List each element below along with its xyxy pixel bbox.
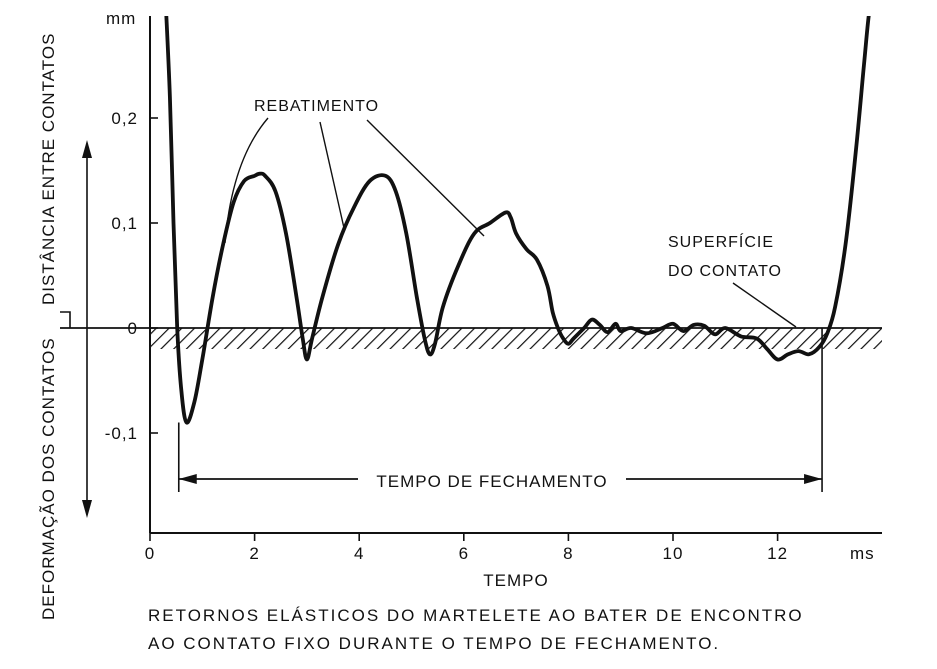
y-arrow-head-up bbox=[82, 140, 92, 158]
rebound-leader-2 bbox=[319, 121, 345, 229]
y-axis-label-lower: DEFORMAÇÃO DOS CONTATOS bbox=[39, 337, 58, 620]
x-tick-label-2: 4 bbox=[354, 544, 364, 563]
y-tick-label-3: -0,1 bbox=[105, 424, 138, 443]
x-tick-label-4: 8 bbox=[563, 544, 573, 563]
closing-time-label: TEMPO DE FECHAMENTO bbox=[376, 472, 607, 491]
y-unit-label: mm bbox=[106, 9, 136, 28]
label-divider-bracket bbox=[60, 311, 71, 328]
y-tick-label-0: 0,2 bbox=[111, 109, 138, 128]
x-axis-label: TEMPO bbox=[483, 571, 548, 590]
rebound-leader-3 bbox=[366, 119, 485, 237]
x-tick-label-6: 12 bbox=[767, 544, 788, 563]
y-arrow-head-down bbox=[82, 500, 92, 518]
x-tick-label-3: 6 bbox=[459, 544, 469, 563]
x-tick-label-1: 2 bbox=[249, 544, 259, 563]
y-tick-label-2: 0 bbox=[128, 319, 138, 338]
y-axis-label-upper: DISTÂNCIA ENTRE CONTATOS bbox=[39, 33, 58, 305]
contact-surface-band bbox=[150, 328, 882, 349]
closing-time-arrowhead-right bbox=[804, 474, 823, 484]
y-ticks: 0,2 0,1 0 -0,1 bbox=[105, 109, 158, 443]
caption-line-1: RETORNOS ELÁSTICOS DO MARTELETE AO BATER… bbox=[148, 606, 804, 625]
x-ticks: 0 2 4 6 8 10 12 bbox=[145, 533, 788, 563]
closing-time-arrowhead-left bbox=[178, 474, 197, 484]
y-tick-label-1: 0,1 bbox=[111, 214, 138, 233]
surface-leader bbox=[732, 282, 797, 328]
rebound-leader-1 bbox=[224, 117, 269, 244]
surface-label-line1: SUPERFÍCIE bbox=[668, 232, 774, 251]
x-unit-label: ms bbox=[850, 544, 875, 563]
x-tick-label-5: 10 bbox=[663, 544, 684, 563]
caption-line-2: AO CONTATO FIXO DURANTE O TEMPO DE FECHA… bbox=[148, 634, 721, 653]
rebound-label: REBATIMENTO bbox=[254, 98, 379, 115]
x-tick-label-0: 0 bbox=[145, 544, 155, 563]
surface-label-line2: DO CONTATO bbox=[668, 263, 782, 280]
series-line bbox=[164, 16, 871, 425]
